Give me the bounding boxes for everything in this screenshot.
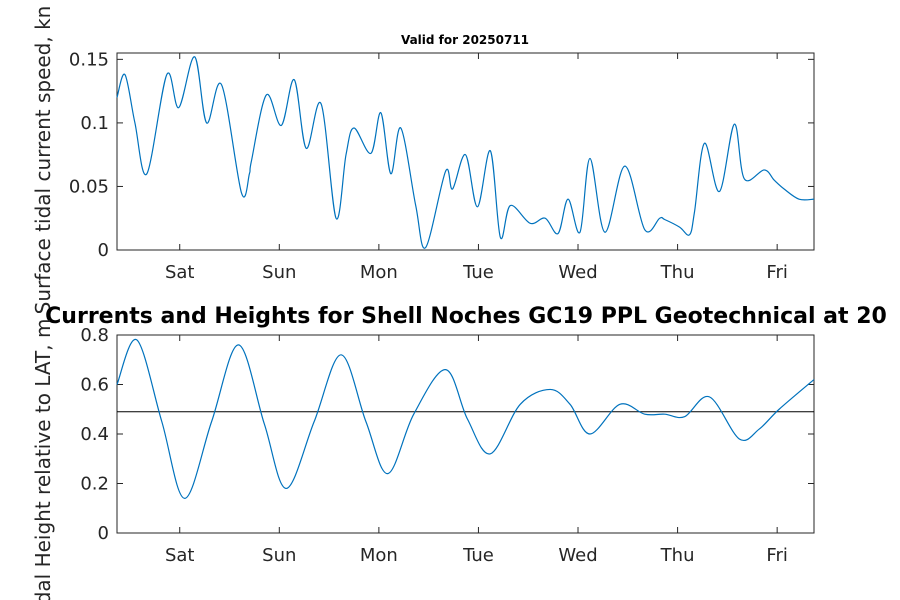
bottom-x-axis: Sat Sun Mon Tue Wed Thu Fri (165, 335, 788, 566)
bottom-x-tick-label: Wed (558, 545, 597, 566)
top-y-tick-label: 0 (98, 240, 109, 261)
bottom-y-axis: 0 0.2 0.4 0.6 0.8 (80, 325, 814, 544)
top-y-tick-label: 0.05 (69, 176, 109, 197)
bottom-x-tick-label: Mon (360, 545, 398, 566)
top-x-tick-label: Fri (766, 262, 787, 283)
bottom-plot-frame (116, 334, 815, 534)
top-x-tick-label: Wed (558, 262, 597, 283)
top-x-tick-label: Thu (660, 262, 695, 283)
bottom-y-tick-label: 0.4 (80, 424, 109, 445)
bottom-y-tick-label: 0 (98, 523, 109, 544)
top-x-tick-label: Mon (360, 262, 398, 283)
top-y-tick-label: 0.1 (80, 113, 109, 134)
top-y-tick-label: 0.15 (69, 49, 109, 70)
bottom-y-axis-label: Tidal Height relative to LAT, m (31, 319, 55, 600)
bottom-chart-title: Currents and Heights for Shell Noches GC… (45, 304, 887, 329)
bottom-x-tick-label: Sun (262, 545, 296, 566)
top-current-speed-line (116, 56, 815, 249)
bottom-x-tick-label: Fri (766, 545, 787, 566)
bottom-y-tick-label: 0.6 (80, 375, 109, 396)
bottom-tidal-height-line (116, 339, 815, 499)
bottom-y-tick-label: 0.2 (80, 474, 109, 495)
bottom-y-tick-label: 0.8 (80, 325, 109, 346)
top-x-axis: Sat Sun Mon Tue Wed Thu Fri (165, 53, 788, 283)
bottom-x-tick-label: Thu (660, 545, 695, 566)
top-x-tick-label: Tue (462, 262, 494, 283)
top-x-tick-label: Sun (262, 262, 296, 283)
top-y-axis: 0 0.05 0.1 0.15 (69, 49, 814, 261)
top-plot-frame (116, 52, 815, 251)
bottom-x-tick-label: Tue (462, 545, 494, 566)
top-chart-title: Valid for 20250711 (401, 33, 529, 47)
top-y-axis-label: Surface tidal current speed, kn (31, 6, 55, 315)
bottom-x-tick-label: Sat (165, 545, 195, 566)
top-x-tick-label: Sat (165, 262, 195, 283)
